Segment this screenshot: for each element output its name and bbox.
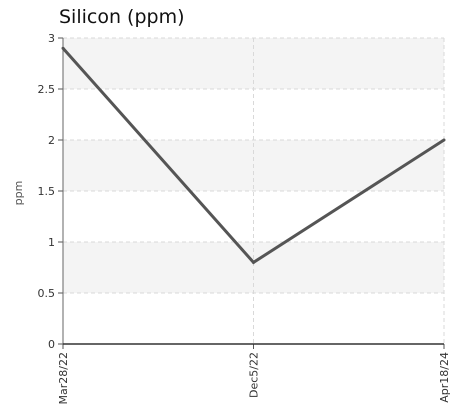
y-tick-label: 0 [48, 338, 55, 351]
x-tick-label: Mar28/22 [57, 352, 70, 404]
y-tick-label: 3 [48, 32, 55, 45]
y-tick-label: 1 [48, 236, 55, 249]
data-point [61, 46, 65, 50]
tick-labels: 0 0.5 1 1.5 2 2.5 3 Mar28/22 Dec5/22 Apr18/24 [38, 32, 452, 404]
y-tick-label: 2.5 [38, 83, 56, 96]
x-tick-label: Dec5/22 [248, 352, 261, 398]
chart-title: Silicon (ppm) [59, 6, 185, 28]
gridlines [62, 37, 445, 344]
data-point [252, 260, 255, 264]
y-tick-label: 2 [48, 134, 55, 147]
y-tick-label: 0.5 [38, 287, 56, 300]
y-tick-label: 1.5 [38, 185, 56, 198]
data-point [442, 138, 446, 142]
x-tick-label: Apr18/24 [438, 352, 451, 403]
axes [58, 37, 445, 349]
series-layer [61, 46, 446, 265]
y-axis-title: ppm [12, 181, 25, 206]
